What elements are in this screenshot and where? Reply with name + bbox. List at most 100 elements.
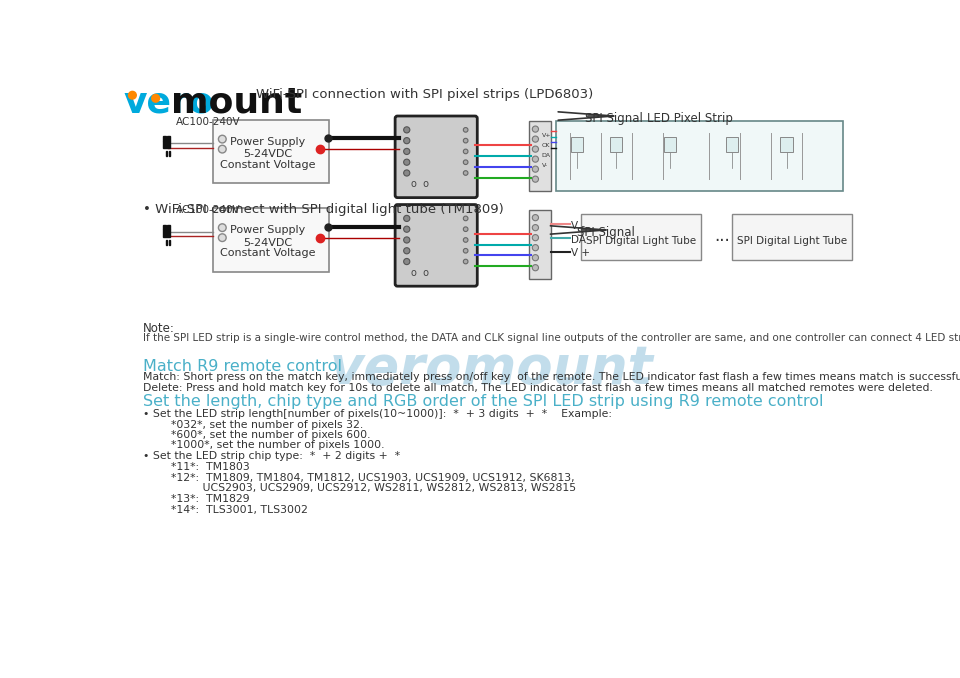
- Text: *13*:  TM1829: *13*: TM1829: [157, 494, 250, 504]
- Circle shape: [464, 171, 468, 176]
- Circle shape: [464, 160, 468, 165]
- Circle shape: [464, 227, 468, 231]
- Text: Delete: Press and hold match key for 10s to delete all match, The LED indicator : Delete: Press and hold match key for 10s…: [143, 383, 933, 393]
- Circle shape: [532, 166, 539, 172]
- Text: Constant Voltage: Constant Voltage: [220, 248, 315, 258]
- Text: *12*:  TM1809, TM1804, TM1812, UCS1903, UCS1909, UCS1912, SK6813,: *12*: TM1809, TM1804, TM1812, UCS1903, U…: [157, 473, 575, 483]
- Circle shape: [403, 148, 410, 155]
- Text: V+: V+: [541, 133, 551, 138]
- Text: • Set the LED strip chip type:  *  + 2 digits +  *: • Set the LED strip chip type: * + 2 dig…: [143, 451, 400, 461]
- Text: AC100-240V: AC100-240V: [176, 117, 240, 127]
- Text: CK: CK: [541, 143, 550, 148]
- Bar: [610, 137, 622, 152]
- FancyBboxPatch shape: [213, 208, 329, 272]
- Text: SPI Digital Light Tube: SPI Digital Light Tube: [737, 236, 848, 245]
- Circle shape: [464, 238, 468, 242]
- Text: V +: V +: [571, 248, 590, 258]
- Circle shape: [532, 176, 539, 182]
- Circle shape: [403, 247, 410, 254]
- Circle shape: [532, 214, 539, 221]
- Circle shape: [403, 226, 410, 233]
- Text: o  o: o o: [412, 179, 429, 189]
- Circle shape: [464, 127, 468, 132]
- Text: *600*, set the number of pixels 600.: *600*, set the number of pixels 600.: [157, 430, 371, 440]
- Circle shape: [219, 234, 227, 241]
- Circle shape: [219, 135, 227, 143]
- Circle shape: [532, 235, 539, 241]
- Text: Constant Voltage: Constant Voltage: [220, 160, 315, 170]
- FancyBboxPatch shape: [529, 121, 551, 191]
- Text: UCS2903, UCS2909, UCS2912, WS2811, WS2812, WS2813, WS2815: UCS2903, UCS2909, UCS2912, WS2811, WS281…: [157, 483, 576, 494]
- Circle shape: [129, 92, 136, 99]
- Text: V-: V-: [541, 163, 548, 167]
- Text: Power Supply: Power Supply: [229, 225, 305, 235]
- Text: WiFi-SPI connection with SPI pixel strips (LPD6803): WiFi-SPI connection with SPI pixel strip…: [255, 87, 593, 100]
- Circle shape: [403, 258, 410, 264]
- Text: • Set the LED strip length[number of pixels(10~1000)]:  *  + 3 digits  +  *    E: • Set the LED strip length[number of pix…: [143, 410, 612, 420]
- Circle shape: [532, 255, 539, 261]
- Bar: [162, 136, 166, 140]
- Text: DA: DA: [571, 235, 586, 245]
- Text: Match R9 remote control: Match R9 remote control: [143, 359, 343, 374]
- Text: LED Pixel Strip: LED Pixel Strip: [647, 112, 732, 125]
- Circle shape: [464, 259, 468, 264]
- FancyBboxPatch shape: [396, 205, 477, 286]
- Circle shape: [532, 126, 539, 132]
- Circle shape: [403, 237, 410, 243]
- Circle shape: [464, 138, 468, 143]
- Circle shape: [464, 248, 468, 253]
- Text: Set the length, chip type and RGB order of the SPI LED strip using R9 remote con: Set the length, chip type and RGB order …: [143, 394, 824, 409]
- Text: mount: mount: [171, 85, 302, 119]
- Bar: [167, 224, 170, 229]
- Circle shape: [532, 136, 539, 142]
- Circle shape: [532, 224, 539, 231]
- Bar: [163, 229, 170, 237]
- Text: 5-24VDC: 5-24VDC: [243, 238, 292, 247]
- Bar: [166, 240, 167, 245]
- Text: • WiFi-SPI connect with SPI digital light tube (TM1809): • WiFi-SPI connect with SPI digital ligh…: [143, 203, 504, 216]
- Text: AC100-240V: AC100-240V: [176, 205, 240, 216]
- Text: SPI Digital Light Tube: SPI Digital Light Tube: [587, 236, 696, 245]
- Circle shape: [219, 224, 227, 231]
- Circle shape: [532, 146, 539, 152]
- Bar: [167, 136, 170, 140]
- Text: Note:: Note:: [143, 322, 175, 336]
- Circle shape: [403, 159, 410, 165]
- Text: SPI Signal: SPI Signal: [585, 112, 643, 125]
- Text: veromount: veromount: [330, 343, 654, 395]
- Circle shape: [403, 170, 410, 176]
- Circle shape: [403, 216, 410, 222]
- Text: 5-24VDC: 5-24VDC: [243, 149, 292, 159]
- Bar: [169, 151, 170, 156]
- Bar: [162, 224, 166, 229]
- Circle shape: [532, 245, 539, 251]
- Circle shape: [152, 94, 159, 102]
- Text: *032*, set the number of pixels 32.: *032*, set the number of pixels 32.: [157, 420, 364, 430]
- Circle shape: [403, 138, 410, 144]
- Bar: [169, 240, 170, 245]
- FancyBboxPatch shape: [396, 116, 477, 197]
- Circle shape: [219, 145, 227, 153]
- Bar: [163, 140, 170, 148]
- Text: SPI Signal: SPI Signal: [577, 226, 636, 239]
- Text: Match: Short press on the match key, immediately press on/off key  of the remote: Match: Short press on the match key, imm…: [143, 372, 960, 382]
- Text: o  o: o o: [412, 268, 429, 278]
- FancyBboxPatch shape: [581, 214, 701, 260]
- Text: Power Supply: Power Supply: [229, 137, 305, 147]
- Bar: [780, 137, 793, 152]
- Circle shape: [464, 149, 468, 154]
- Bar: [726, 137, 738, 152]
- Circle shape: [464, 216, 468, 221]
- Text: DA: DA: [541, 153, 551, 158]
- Bar: [664, 137, 677, 152]
- FancyBboxPatch shape: [732, 214, 852, 260]
- Text: V -: V -: [571, 221, 586, 231]
- Text: *14*:  TLS3001, TLS3002: *14*: TLS3001, TLS3002: [157, 505, 308, 515]
- Bar: [166, 151, 167, 156]
- Bar: [571, 137, 584, 152]
- FancyBboxPatch shape: [213, 120, 329, 183]
- Text: If the SPI LED strip is a single-wire control method, the DATA and CLK signal li: If the SPI LED strip is a single-wire co…: [143, 333, 960, 343]
- Text: ···: ···: [714, 232, 730, 250]
- Text: *1000*, set the number of pixels 1000.: *1000*, set the number of pixels 1000.: [157, 440, 385, 450]
- Circle shape: [403, 127, 410, 133]
